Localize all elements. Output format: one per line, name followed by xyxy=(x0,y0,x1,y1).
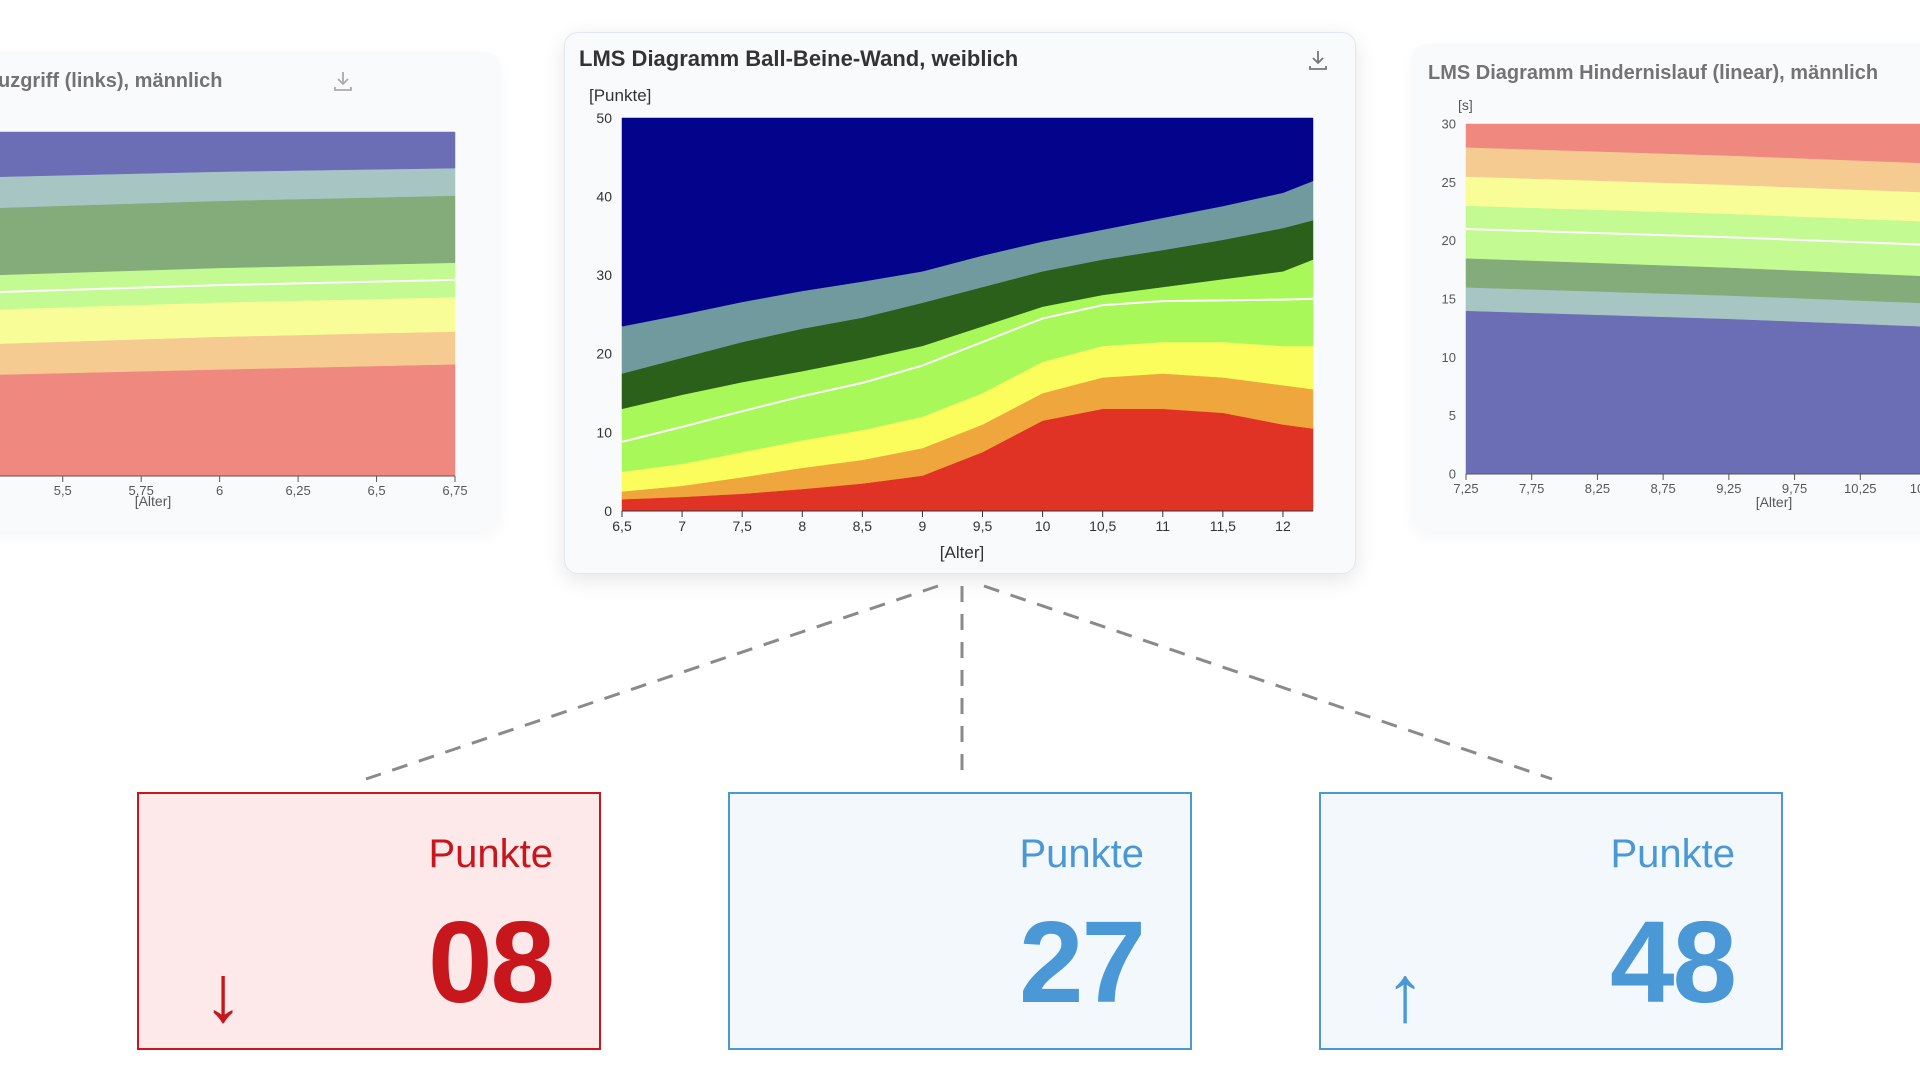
download-icon[interactable] xyxy=(1305,47,1331,73)
chart-card-right: LMS Diagramm Hindernislauf (linear), män… xyxy=(1412,44,1920,532)
x-tick-label: 8,5 xyxy=(853,518,873,534)
x-tick-label: 9,25 xyxy=(1716,481,1741,496)
x-tick-label: 10,25 xyxy=(1844,481,1877,496)
x-tick-label: 5,75 xyxy=(129,483,154,498)
chart-card-left: uzgriff (links), männlich 5,5 5,75 6 6,25 6,… xyxy=(0,52,500,532)
kpi-label: Punkte xyxy=(1610,832,1735,876)
x-tick-label: 7 xyxy=(678,518,686,534)
chart-plot: 7,25 7,75 8,25 8,75 9,25 9,75 10,25 10,75 0 5 10 15… xyxy=(1442,97,1920,510)
kpi-value: 08 xyxy=(427,897,555,1027)
y-tick-label: 30 xyxy=(596,267,612,283)
x-tick-label: 10,5 xyxy=(1089,518,1116,534)
chart-title: LMS Diagramm Ball-Beine-Wand, weiblich xyxy=(579,46,1019,71)
x-tick-label: 8,25 xyxy=(1585,481,1610,496)
x-tick-label: 7,5 xyxy=(732,518,752,534)
x-tick-label: 9,75 xyxy=(1782,481,1807,496)
connector-line-right xyxy=(983,584,1553,781)
x-tick-label: 11 xyxy=(1156,518,1171,534)
x-tick-label: 9,5 xyxy=(973,518,993,534)
x-tick-label: 12 xyxy=(1275,518,1291,534)
kpi-label: Punkte xyxy=(1019,832,1144,876)
kpi-box-below: Punkte ↓ 08 xyxy=(137,792,601,1050)
y-tick-label: 0 xyxy=(604,503,612,519)
median-line xyxy=(621,297,1314,443)
x-axis-label: [Alter] xyxy=(940,543,984,562)
chart-title: uzgriff (links), männlich xyxy=(0,70,223,92)
x-tick-label: 6,5 xyxy=(368,483,386,498)
percentile-band-7 xyxy=(621,117,1314,327)
x-tick-label: 10,75 xyxy=(1910,481,1920,496)
percentile-band-7 xyxy=(0,131,456,177)
connector-line-left xyxy=(365,584,939,781)
chart-plot: 5,5 5,75 6 6,25 6,5 6,75 [Alter] xyxy=(0,131,468,509)
x-axis-label: [Alter] xyxy=(135,493,172,509)
x-tick-label: 11,5 xyxy=(1210,518,1236,534)
y-axis-label: [Punkte] xyxy=(589,86,651,105)
x-tick-label: 8 xyxy=(798,518,806,534)
kpi-label: Punkte xyxy=(428,832,553,876)
kpi-value: 48 xyxy=(1609,897,1737,1027)
download-icon[interactable] xyxy=(330,68,356,94)
x-tick-label: 6,75 xyxy=(442,483,467,498)
kpi-box-above: Punkte ↑ 48 xyxy=(1319,792,1783,1050)
median-line xyxy=(1465,228,1920,246)
x-axis-label: [Alter] xyxy=(1756,494,1793,510)
y-tick-label: 50 xyxy=(596,110,612,126)
x-tick-label: 8,75 xyxy=(1650,481,1675,496)
y-tick-label: 10 xyxy=(1442,350,1456,365)
percentile-band-7 xyxy=(1465,123,1920,164)
x-tick-label: 6,25 xyxy=(285,483,310,498)
median-line xyxy=(0,278,456,293)
x-tick-label: 5,5 xyxy=(54,483,72,498)
kpi-value: 27 xyxy=(1018,897,1146,1027)
y-tick-label: 20 xyxy=(596,346,612,362)
y-tick-label: 25 xyxy=(1442,175,1456,190)
x-tick-label: 7,75 xyxy=(1519,481,1544,496)
y-axis-label: [s] xyxy=(1458,97,1473,113)
y-tick-label: 15 xyxy=(1442,292,1456,307)
x-tick-label: 10 xyxy=(1035,518,1051,534)
x-tick-label: 9 xyxy=(919,518,927,534)
kpi-box-normal: Punkte 27 xyxy=(728,792,1192,1050)
y-tick-label: 20 xyxy=(1442,233,1456,248)
y-tick-label: 30 xyxy=(1442,117,1456,132)
arrow-up-icon: ↑ xyxy=(1385,949,1425,1038)
y-tick-label: 10 xyxy=(596,424,612,440)
chart-card-center: LMS Diagramm Ball-Beine-Wand, weiblich 6… xyxy=(564,32,1356,574)
x-tick-label: 6,5 xyxy=(612,518,632,534)
arrow-down-icon: ↓ xyxy=(203,949,243,1038)
x-tick-label: 7,25 xyxy=(1453,481,1478,496)
chart-plot: 6,5 7 7,5 8 8,5 9 9,5 10 10,5 11 11,5 12 0 10 20 30 40 50… xyxy=(589,86,1314,562)
y-tick-label: 0 xyxy=(1449,467,1456,482)
chart-title: LMS Diagramm Hindernislauf (linear), män… xyxy=(1428,62,1879,84)
y-tick-label: 5 xyxy=(1449,408,1456,423)
y-tick-label: 40 xyxy=(596,189,612,205)
x-tick-label: 6 xyxy=(216,483,223,498)
